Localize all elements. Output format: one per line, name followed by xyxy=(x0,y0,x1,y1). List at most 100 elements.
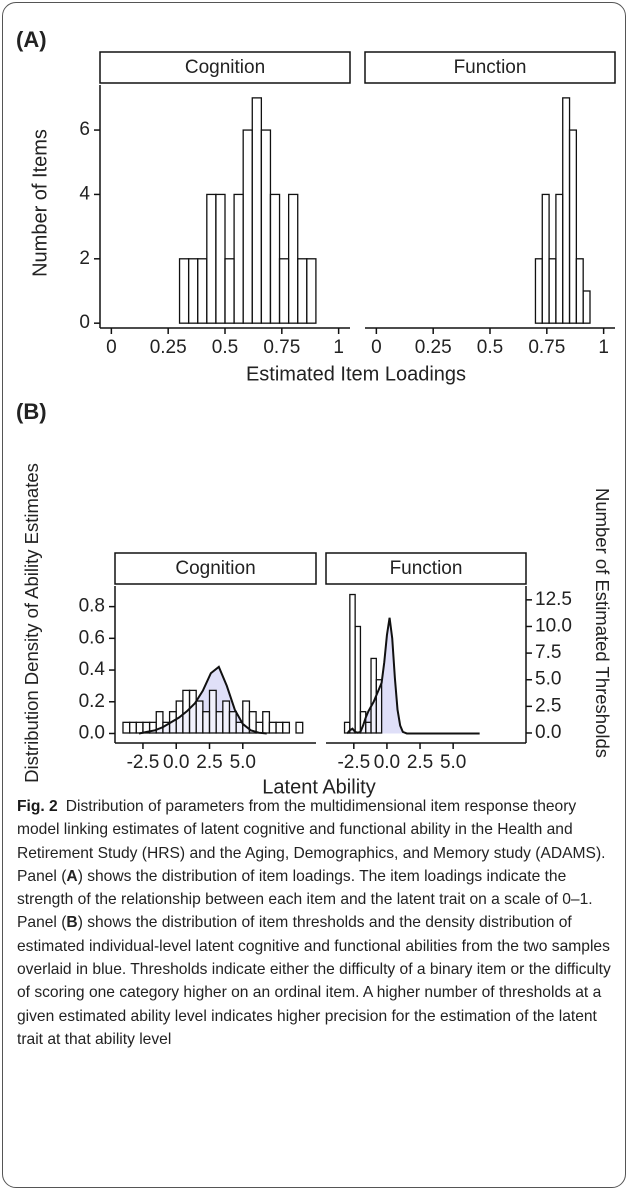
histogram-bar xyxy=(224,258,235,324)
x-tick-label: 1 xyxy=(598,337,609,358)
caption-label: Fig. 2 xyxy=(17,798,58,815)
caption-text: Distribution of parameters from the mult… xyxy=(17,798,606,885)
y2-tick-label: 7.5 xyxy=(535,642,561,663)
panel-label: (B) xyxy=(16,399,47,424)
y-tick-label: 0.0 xyxy=(79,723,105,744)
facet-label: Function xyxy=(390,558,463,579)
y2-tick-label: 0.0 xyxy=(535,722,561,743)
y-axis-title: Number of Items xyxy=(29,129,51,277)
histogram-bar xyxy=(260,129,272,324)
x-tick-label: 0 xyxy=(371,337,382,358)
y2-axis-title: Number of Estimated Thresholds xyxy=(592,488,613,758)
x-tick-label: -2.5 xyxy=(337,752,370,773)
histogram-bar xyxy=(233,193,244,324)
density-line xyxy=(346,617,480,735)
histogram-bar xyxy=(568,129,578,324)
histogram-bar xyxy=(287,193,299,324)
histogram-bar xyxy=(562,97,571,324)
histogram-bar xyxy=(178,258,190,324)
histogram-bar xyxy=(128,721,137,734)
histogram-bar xyxy=(548,258,557,324)
histogram-bar xyxy=(202,711,211,734)
y2-tick-label: 12.5 xyxy=(535,589,572,610)
caption-text: B xyxy=(66,914,78,932)
histogram-bar xyxy=(282,721,291,734)
histogram-bar xyxy=(187,258,199,324)
y-tick-label: 0.6 xyxy=(79,627,105,648)
caption-text: ) shows the distribution of item thresho… xyxy=(17,914,611,1048)
histogram-bar xyxy=(365,721,372,734)
facet-strip xyxy=(114,552,317,585)
y-tick-label: 0.8 xyxy=(79,596,105,617)
histogram-bar xyxy=(375,679,383,734)
x-tick-label: -2.5 xyxy=(127,752,160,773)
histogram-bar xyxy=(195,700,204,734)
x-tick-label: 0.75 xyxy=(528,337,565,358)
histogram-bar xyxy=(582,290,591,324)
x-tick-label: 5.0 xyxy=(440,752,466,773)
histogram-bar xyxy=(206,193,217,324)
x-tick-label: 0.5 xyxy=(212,337,238,358)
histogram-bar xyxy=(275,721,284,734)
y-tick-label: 0 xyxy=(79,312,90,333)
x-tick-label: 2.5 xyxy=(407,752,433,773)
histogram-bar xyxy=(228,711,237,734)
y2-tick-label: 5.0 xyxy=(535,669,561,690)
panel-label: (A) xyxy=(16,27,47,52)
histogram-bar xyxy=(222,700,231,734)
x-tick-label: 0.0 xyxy=(374,752,400,773)
histogram-bar xyxy=(297,258,308,324)
facet-label: Function xyxy=(454,57,527,78)
facet-strip xyxy=(364,51,616,84)
y-tick-label: 6 xyxy=(79,119,90,140)
x-tick-label: 0.25 xyxy=(150,337,187,358)
histogram-bar xyxy=(269,193,281,324)
y-tick-label: 4 xyxy=(79,183,90,204)
histogram-bar xyxy=(215,193,226,324)
histogram-bar xyxy=(268,721,277,734)
x-axis-title: Latent Ability xyxy=(262,776,375,798)
facet-strip xyxy=(325,552,527,585)
figure-caption: Fig. 2 Distribution of parameters from th… xyxy=(17,795,617,1051)
histogram-bar xyxy=(555,193,564,324)
figure-plots: (A) Estimated Item Loadings Number of It… xyxy=(16,27,616,798)
y-tick-label: 0.2 xyxy=(79,691,105,712)
x-tick-label: 2.5 xyxy=(196,752,222,773)
x-tick-label: 0.75 xyxy=(263,337,300,358)
y-tick-label: 0.4 xyxy=(79,659,106,680)
histogram-bar xyxy=(354,625,362,734)
y2-tick-label: 10.0 xyxy=(535,615,572,636)
histogram-bar xyxy=(188,689,197,734)
histogram-bar xyxy=(208,689,217,734)
histogram-bar xyxy=(215,711,224,734)
x-axis-title: Estimated Item Loadings xyxy=(246,363,466,385)
histogram-bar xyxy=(575,258,584,324)
facet-label: Cognition xyxy=(185,57,265,78)
histogram-bar xyxy=(251,97,263,324)
x-tick-label: 0 xyxy=(106,337,117,358)
histogram-bar xyxy=(135,721,144,734)
x-tick-label: 0.25 xyxy=(415,337,452,358)
facet-label: Cognition xyxy=(175,558,255,579)
caption-text: ) shows the distribution of item loading… xyxy=(17,867,593,932)
caption-text: A xyxy=(66,867,78,885)
y-axis-title: Distribution Density of Ability Estimate… xyxy=(21,463,42,783)
histogram-bar xyxy=(122,721,131,734)
histogram-bar xyxy=(295,721,304,734)
histogram-bar xyxy=(306,258,317,324)
histogram-bar xyxy=(349,593,356,734)
histogram-bar xyxy=(541,193,550,324)
histogram-bar xyxy=(197,258,208,324)
histogram-bar xyxy=(262,711,271,734)
histogram-bar xyxy=(534,258,543,324)
y2-tick-label: 2.5 xyxy=(535,695,561,716)
x-tick-label: 1 xyxy=(333,337,344,358)
density-line xyxy=(138,665,267,735)
x-tick-label: 0.0 xyxy=(163,752,189,773)
histogram-bar xyxy=(278,258,290,324)
x-tick-label: 5.0 xyxy=(230,752,256,773)
x-tick-label: 0.5 xyxy=(477,337,503,358)
histogram-bar xyxy=(242,129,253,324)
y-tick-label: 2 xyxy=(79,248,90,269)
